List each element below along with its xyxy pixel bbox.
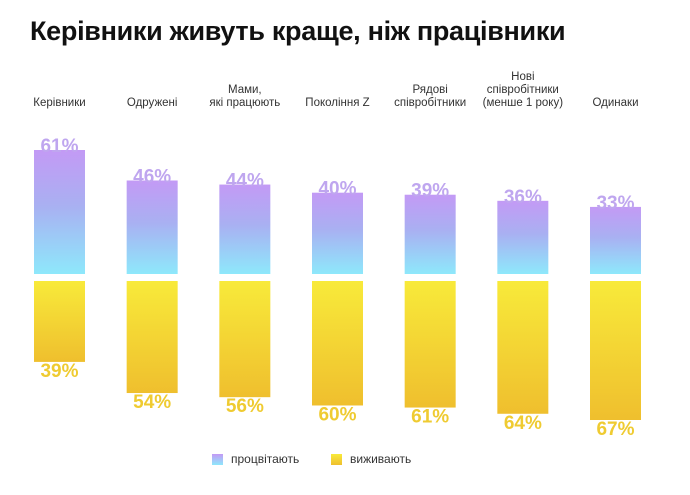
bar-thrive	[590, 206, 641, 274]
bars	[34, 150, 641, 420]
bar-thrive	[34, 150, 85, 274]
value-label-thrive: 39%	[411, 181, 449, 202]
category-label: Керівники	[33, 97, 85, 109]
value-label-thrive: 44%	[226, 171, 264, 192]
bar-survive	[312, 281, 363, 406]
category-label: співробітники	[394, 97, 466, 109]
chart-title: Керівники живуть краще, ніж працівники	[30, 16, 566, 46]
value-label-survive: 64%	[504, 413, 542, 434]
legend-label-thrive: процвітають	[231, 452, 300, 466]
category-label: Нові	[511, 71, 534, 83]
category-label: Мами,	[228, 84, 262, 96]
value-labels: 61% 39% 46% 54% 44% 56% 40% 60% 39% 61% 36% 64% 33% 6…	[40, 136, 634, 440]
value-label-thrive: 33%	[596, 193, 634, 214]
category-label: (менше 1 року)	[483, 97, 564, 109]
value-label-thrive: 61%	[40, 136, 78, 157]
bar-thrive	[219, 184, 271, 274]
legend-label-survive: виживають	[350, 452, 412, 466]
legend-swatch-survive	[331, 453, 342, 465]
bar-survive	[404, 281, 456, 408]
value-label-survive: 60%	[318, 404, 356, 425]
category-label: співробітники	[487, 84, 559, 96]
bar-thrive	[126, 180, 178, 274]
value-label-survive: 54%	[133, 392, 171, 413]
value-label-survive: 67%	[596, 419, 634, 440]
legend-swatch-thrive	[212, 453, 223, 465]
bar-survive	[590, 281, 641, 420]
value-label-thrive: 46%	[133, 166, 171, 187]
category-label: які працюють	[209, 97, 280, 109]
bar-thrive	[497, 200, 549, 274]
legend-item-thrive: процвітають	[212, 452, 299, 466]
legend: процвітають виживають	[0, 452, 690, 472]
legend-item-survive: виживають	[331, 452, 411, 466]
bar-thrive	[404, 194, 456, 274]
value-label-survive: 39%	[40, 361, 78, 382]
bar-thrive	[312, 192, 363, 274]
category-label: Одинаки	[592, 97, 638, 109]
category-label: Одружені	[127, 97, 178, 109]
value-label-thrive: 40%	[318, 179, 356, 200]
value-label-survive: 56%	[226, 396, 264, 417]
value-label-survive: 61%	[411, 407, 449, 428]
bar-survive	[219, 281, 271, 398]
bar-survive	[497, 281, 549, 414]
value-label-thrive: 36%	[504, 187, 542, 208]
category-label: Рядові	[413, 84, 448, 96]
bar-survive	[126, 281, 178, 394]
category-label: Покоління Z	[305, 97, 369, 109]
category-labels: Керівники Одружені Мами,які працюють Поколі…	[33, 71, 638, 109]
bar-survive	[34, 281, 85, 362]
